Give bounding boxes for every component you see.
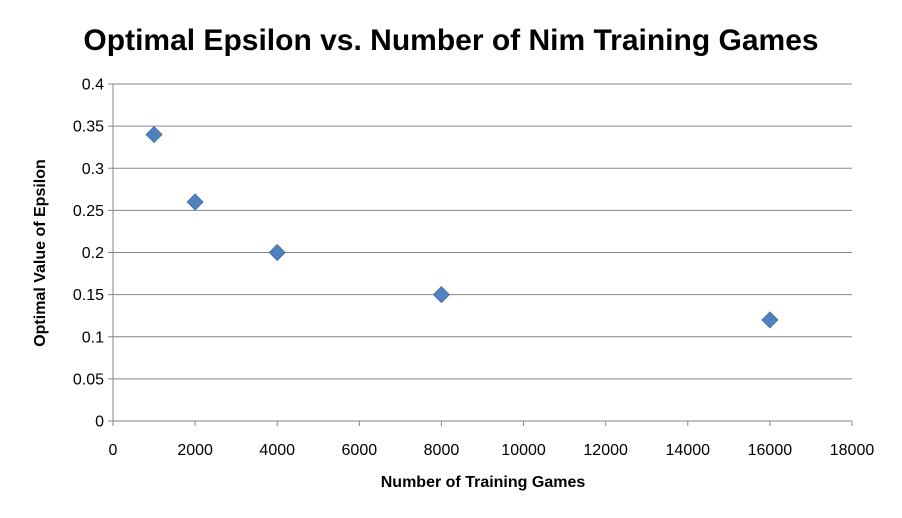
x-tick-label: 14000: [666, 442, 711, 459]
x-tick-label: 4000: [259, 442, 295, 459]
x-tick-labels: 0 2000 4000 6000 8000 10000 12000 14000 16000 180…: [109, 442, 875, 459]
data-point: [432, 286, 451, 304]
y-tick-label: 0.15: [73, 287, 104, 304]
y-tick-label: 0.2: [82, 245, 104, 262]
y-tick-label: 0.3: [82, 161, 104, 178]
gridlines: [113, 83, 852, 380]
y-tick-label: 0.25: [73, 203, 104, 220]
x-tick-label: 16000: [748, 442, 793, 459]
y-tick-labels: 0 0.05 0.1 0.15 0.2 0.25 0.3 0.35 0.4: [73, 77, 104, 431]
y-tick-label: 0.35: [73, 119, 104, 136]
y-tick-label: 0.4: [82, 77, 104, 94]
y-tick-label: 0: [95, 414, 104, 431]
data-point: [145, 125, 163, 144]
y-axis-title: Optimal Value of Epsilon: [32, 159, 49, 347]
chart-title: Optimal Epsilon vs. Number of Nim Traini…: [83, 24, 818, 57]
y-tick-label: 0.05: [73, 371, 104, 388]
x-tick-label: 2000: [177, 442, 213, 459]
data-point: [761, 311, 779, 329]
x-tick-label: 10000: [501, 442, 546, 459]
y-tick-label: 0.1: [82, 329, 104, 346]
x-tick-label: 0: [109, 442, 118, 459]
data-point: [268, 243, 286, 262]
data-points: [145, 125, 779, 329]
axes: [108, 83, 853, 426]
x-tick-label: 6000: [342, 442, 378, 459]
x-axis-title: Number of Training Games: [381, 474, 586, 491]
data-point: [186, 193, 204, 211]
x-tick-label: 12000: [583, 442, 628, 459]
x-tick-label: 8000: [424, 442, 460, 459]
x-tick-label: 18000: [830, 442, 875, 459]
